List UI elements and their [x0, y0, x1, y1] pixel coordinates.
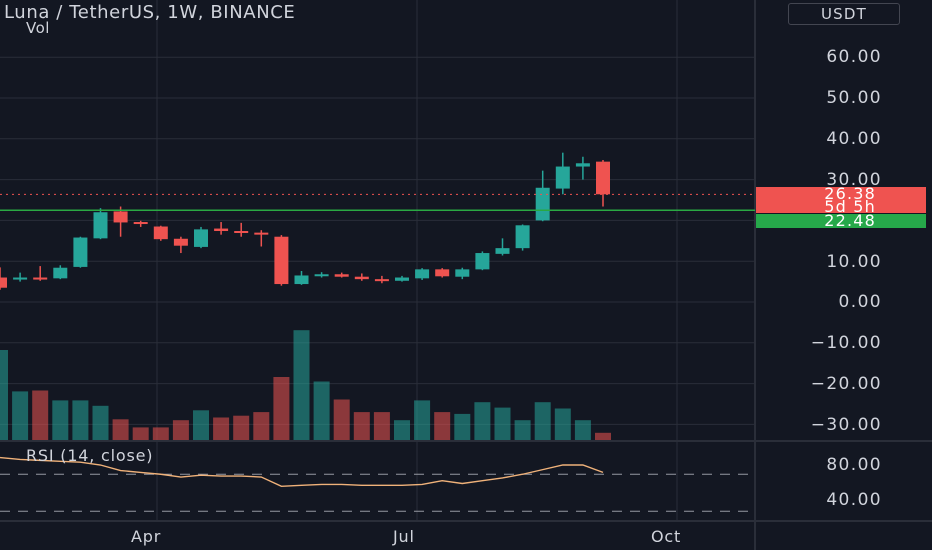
volume-bar	[534, 402, 551, 440]
candle-body	[274, 236, 289, 285]
candle-body	[113, 211, 128, 223]
candle-body	[415, 269, 430, 279]
volume-bar	[0, 350, 8, 440]
candle-body	[53, 267, 68, 279]
volume-bar	[474, 402, 491, 440]
candle-body	[93, 212, 108, 239]
rsi-label[interactable]: RSI (14, close)	[26, 446, 154, 465]
currency-button[interactable]: USDT	[788, 3, 900, 25]
price-tick: −10.00	[810, 333, 882, 353]
time-label-apr: Apr	[131, 527, 162, 546]
current-price-value: 26.38	[824, 184, 876, 203]
volume-bar	[193, 410, 209, 440]
candle-body	[314, 274, 329, 277]
volume-bar	[112, 419, 129, 440]
volume-bar	[595, 432, 611, 440]
candle-body	[555, 166, 570, 189]
volume-bar	[494, 407, 511, 440]
volume-bar	[554, 408, 571, 440]
volume-bar	[92, 405, 109, 440]
volume-bar	[12, 391, 29, 440]
volume-bar	[172, 420, 189, 440]
rsi-tick: 40.00	[826, 490, 882, 510]
candlestick-series	[0, 152, 610, 290]
candle-body	[596, 161, 610, 195]
volume-bar	[233, 415, 250, 440]
candle-body	[475, 253, 490, 270]
candle-body	[294, 275, 309, 285]
volume-bar	[213, 417, 230, 440]
time-label-oct: Oct	[651, 527, 682, 546]
rsi-pane	[0, 456, 755, 512]
volume-bar	[353, 412, 370, 440]
volume-bar	[514, 420, 531, 440]
chart-overlays	[0, 193, 755, 212]
volume-bar	[253, 412, 270, 440]
volume-bar	[574, 420, 591, 440]
candle-body	[254, 232, 269, 235]
level-price-badge: 22.48	[756, 213, 926, 229]
volume-bar	[373, 412, 390, 440]
price-tick: 10.00	[826, 252, 882, 272]
candle-body	[374, 279, 389, 282]
candle-body	[234, 231, 249, 234]
current-price-badge: 26.38 5d 5h	[756, 184, 926, 216]
volume-bar	[152, 427, 169, 440]
volume-bar	[394, 420, 410, 440]
price-tick: −30.00	[810, 415, 882, 435]
candle-body	[13, 277, 28, 280]
volume-bars	[0, 330, 611, 440]
candle-body	[495, 248, 510, 254]
time-label-jul: Jul	[393, 527, 415, 546]
price-tick: 40.00	[826, 129, 882, 149]
volume-bar	[132, 427, 149, 440]
candle-body	[515, 225, 530, 249]
candle-body	[73, 237, 88, 267]
volume-bar	[414, 400, 431, 440]
candle-body	[33, 277, 48, 280]
price-tick: 50.00	[826, 88, 882, 108]
price-tick: −20.00	[810, 374, 882, 394]
volume-bar	[72, 400, 89, 440]
volume-bar	[454, 413, 471, 440]
volume-bar	[333, 399, 350, 440]
volume-label: Vol	[26, 19, 50, 37]
candle-body	[0, 277, 7, 288]
rsi-line	[0, 456, 604, 487]
candle-body	[435, 269, 450, 277]
volume-bar	[313, 381, 330, 440]
candle-body	[214, 228, 229, 232]
volume-bar	[52, 400, 69, 440]
rsi-tick: 80.00	[826, 455, 882, 475]
candle-body	[535, 187, 550, 221]
price-tick: 30.00	[826, 170, 882, 190]
volume-bar	[273, 377, 290, 440]
candle-body	[395, 277, 409, 281]
candle-body	[575, 163, 590, 167]
candle-body	[173, 238, 188, 246]
symbol-title[interactable]: Luna / TetherUS, 1W, BINANCE	[4, 2, 296, 23]
volume-bar	[293, 330, 310, 440]
volume-bar	[434, 412, 451, 440]
candle-body	[354, 276, 369, 280]
bar-countdown: 5d 5h	[824, 197, 876, 216]
candle-body	[194, 229, 208, 247]
price-tick: 0.00	[838, 292, 882, 312]
candle-body	[153, 226, 168, 240]
volume-bar	[32, 390, 49, 440]
candle-body	[133, 222, 148, 225]
candle-body	[334, 274, 349, 277]
price-tick: 60.00	[826, 47, 882, 67]
candle-body	[455, 269, 470, 277]
